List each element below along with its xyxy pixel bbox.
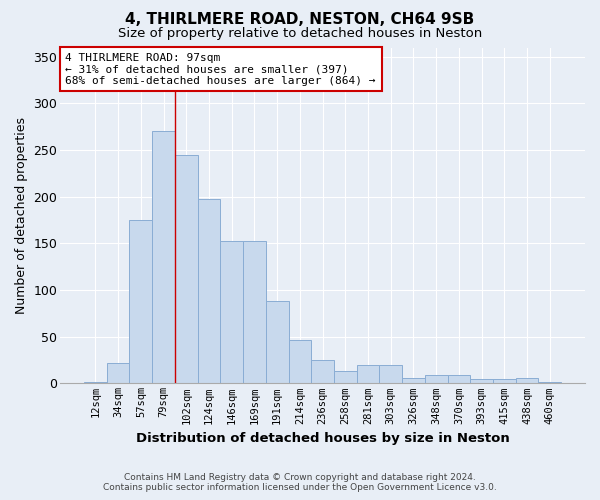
Bar <box>220 240 243 384</box>
Bar <box>516 378 538 384</box>
Bar <box>379 364 402 384</box>
Bar <box>425 375 448 384</box>
Text: Contains HM Land Registry data © Crown copyright and database right 2024.
Contai: Contains HM Land Registry data © Crown c… <box>103 473 497 492</box>
Bar <box>289 340 311 384</box>
Bar <box>197 198 220 384</box>
Bar <box>311 360 334 384</box>
Bar <box>243 240 266 384</box>
Text: 4, THIRLMERE ROAD, NESTON, CH64 9SB: 4, THIRLMERE ROAD, NESTON, CH64 9SB <box>125 12 475 28</box>
Text: Size of property relative to detached houses in Neston: Size of property relative to detached ho… <box>118 28 482 40</box>
Text: 4 THIRLMERE ROAD: 97sqm
← 31% of detached houses are smaller (397)
68% of semi-d: 4 THIRLMERE ROAD: 97sqm ← 31% of detache… <box>65 52 376 86</box>
Bar <box>493 378 516 384</box>
Bar <box>107 363 130 384</box>
Bar <box>470 378 493 384</box>
X-axis label: Distribution of detached houses by size in Neston: Distribution of detached houses by size … <box>136 432 509 445</box>
Bar <box>402 378 425 384</box>
Bar <box>175 155 197 384</box>
Bar <box>334 372 356 384</box>
Bar <box>356 364 379 384</box>
Bar <box>538 382 561 384</box>
Bar <box>84 382 107 384</box>
Bar <box>266 302 289 384</box>
Bar <box>152 132 175 384</box>
Bar <box>130 220 152 384</box>
Bar <box>448 375 470 384</box>
Y-axis label: Number of detached properties: Number of detached properties <box>15 117 28 314</box>
